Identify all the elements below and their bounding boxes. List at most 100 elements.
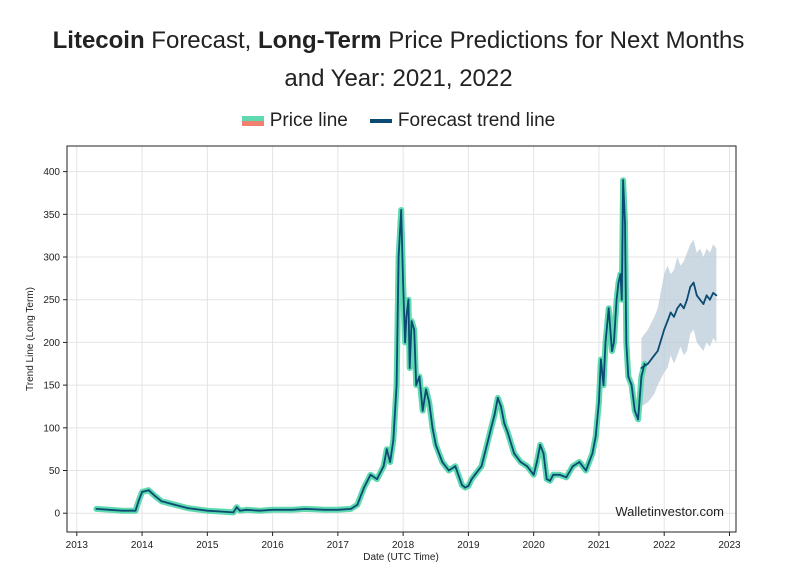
forecast-point: [676, 307, 679, 310]
price-point: [500, 405, 502, 408]
legend-item-forecast[interactable]: Forecast trend line: [369, 110, 556, 132]
price-point: [480, 465, 483, 468]
price-point: [503, 422, 506, 425]
forecast-point: [682, 307, 685, 310]
price-point: [154, 495, 157, 497]
legend-label-forecast: Forecast trend line: [397, 110, 556, 131]
price-point: [141, 491, 144, 493]
chart-grid: [67, 146, 736, 532]
legend-item-price[interactable]: Price line: [241, 110, 348, 132]
price-point: [447, 469, 450, 472]
price-point: [337, 508, 339, 511]
price-point: [245, 508, 248, 511]
y-tick-label: 400: [43, 167, 60, 178]
forecast-point: [686, 298, 688, 301]
title-coin-name: Litecoin: [52, 27, 145, 54]
price-point: [487, 439, 489, 442]
price-point: [513, 452, 515, 455]
price-point: [147, 489, 150, 492]
price-point: [542, 452, 545, 455]
y-tick-label: 200: [43, 338, 60, 349]
forecast-trend-series: [640, 281, 718, 369]
y-tick-label: 150: [43, 381, 60, 392]
x-tick-label: 2019: [457, 540, 480, 551]
forecast-point: [663, 328, 666, 331]
x-tick-label: 2017: [327, 540, 350, 551]
price-point: [620, 298, 623, 301]
price-point: [408, 367, 411, 369]
price-point: [389, 461, 391, 463]
price-point: [604, 341, 607, 344]
price-point: [405, 315, 408, 318]
x-tick-label: 2022: [653, 540, 676, 551]
price-point: [369, 473, 372, 476]
price-point: [493, 414, 496, 416]
price-point: [571, 465, 574, 468]
price-point: [404, 341, 406, 344]
price-point: [173, 503, 176, 506]
x-tick-label: 2020: [523, 540, 546, 551]
forecast-point: [689, 286, 692, 288]
x-tick-label: 2021: [588, 540, 611, 551]
price-point: [611, 350, 613, 352]
price-point: [258, 509, 261, 512]
price-point: [558, 473, 561, 476]
forecast-point: [699, 298, 701, 301]
y-axis-label: Trend Line (Long Term): [25, 287, 36, 391]
price-point: [428, 401, 431, 404]
price-point: [624, 222, 626, 224]
price-point: [402, 281, 404, 284]
price-line: [96, 179, 646, 514]
price-point: [323, 508, 326, 511]
price-point: [385, 448, 388, 451]
title-long-term: Long-Term: [258, 27, 382, 54]
price-point: [219, 510, 222, 513]
price-point: [617, 281, 620, 284]
price-point: [454, 465, 457, 468]
forecast-point: [669, 311, 672, 314]
price-point: [545, 478, 548, 480]
title-text-2: Price Predictions for Next Months: [381, 27, 745, 54]
price-point: [421, 409, 424, 412]
price-line-swatch-icon: [241, 116, 264, 126]
forecast-point: [692, 281, 695, 284]
price-point: [376, 478, 378, 480]
price-point: [600, 358, 602, 361]
price-point: [536, 461, 538, 463]
forecast-point: [666, 320, 669, 322]
price-point: [496, 397, 499, 399]
price-point: [633, 409, 636, 412]
forecast-point: [640, 367, 643, 369]
price-point: [356, 503, 359, 506]
price-point: [490, 426, 493, 429]
y-axis-ticks: 0 50 100 150 200 250 300 350 400: [43, 167, 67, 520]
price-point: [625, 341, 628, 344]
forecast-point: [647, 362, 649, 365]
y-tick-label: 250: [43, 295, 60, 306]
forecast-point: [702, 303, 705, 305]
price-point: [186, 507, 189, 509]
price-point: [464, 486, 466, 489]
price-point: [134, 509, 137, 512]
x-tick-label: 2023: [718, 540, 741, 551]
price-point: [400, 209, 403, 211]
price-point: [397, 256, 400, 258]
price-line-series: [93, 177, 648, 516]
price-point: [619, 273, 622, 275]
price-point: [407, 298, 410, 301]
price-point: [410, 320, 413, 322]
price-point: [506, 431, 509, 433]
price-point: [461, 484, 463, 486]
price-point: [622, 179, 624, 182]
legend-label-price: Price line: [269, 110, 348, 131]
price-point: [615, 298, 618, 301]
price-point: [532, 473, 535, 476]
x-tick-label: 2013: [66, 540, 89, 551]
price-point: [415, 384, 418, 386]
price-point: [539, 444, 542, 446]
price-point: [602, 384, 605, 386]
forecast-point: [679, 303, 682, 305]
price-point: [413, 328, 416, 331]
title-text-1: Forecast,: [144, 27, 259, 54]
